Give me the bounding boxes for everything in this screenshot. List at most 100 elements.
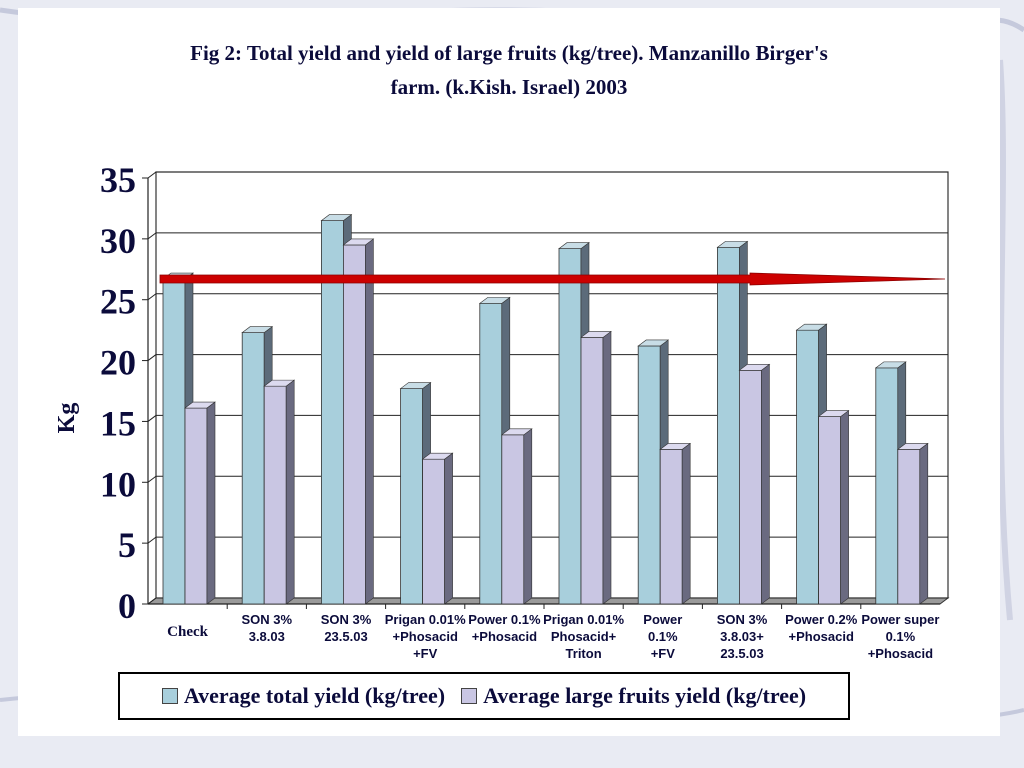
bar-top [421, 452, 454, 460]
bar-top [716, 241, 749, 248]
bar-side [206, 401, 216, 605]
gridline-depth [147, 597, 157, 605]
x-tick-label: 23.5.03 [324, 629, 367, 644]
bar-top [738, 364, 771, 371]
bar-large [421, 452, 454, 605]
bar-front [241, 332, 265, 605]
bar-front [818, 416, 841, 605]
x-tick-label: +Phosacid [393, 629, 458, 644]
bar-large [580, 330, 612, 605]
bar-top [874, 361, 907, 369]
gridline-depth [147, 415, 157, 422]
bar-side [919, 442, 929, 605]
y-tick-label: 30 [100, 221, 136, 261]
bar-top [637, 339, 670, 347]
x-tick-label: Power 0.2% [785, 612, 858, 627]
x-tick-label: 23.5.03 [720, 646, 763, 661]
bar-top [184, 401, 216, 409]
bar-front [422, 458, 446, 605]
bar-large [659, 442, 692, 605]
gridline-depth [147, 171, 157, 179]
x-tick-label: +FV [651, 646, 676, 661]
bar-side [602, 330, 612, 605]
x-tick-label: +FV [413, 646, 438, 661]
y-tick-label: 35 [100, 160, 136, 200]
x-tick-label: Power [643, 612, 682, 627]
bar-large [817, 409, 850, 605]
x-tick-label: +Phosacid [472, 629, 537, 644]
bar-front [637, 345, 661, 605]
x-tick-label: SON 3% [242, 612, 293, 627]
legend-swatch-total [161, 688, 178, 704]
bar-front [400, 388, 424, 605]
reference-arrow [159, 272, 946, 286]
bar-top [817, 410, 850, 417]
bar-front [580, 337, 604, 605]
bar-large [263, 379, 296, 605]
bar-top [320, 214, 353, 221]
bar-front [659, 449, 683, 605]
bar-top [263, 379, 296, 387]
legend-item-large: Average large fruits yield (kg/tree) [461, 683, 806, 709]
legend-item-total: Average total yield (kg/tree) [161, 683, 446, 709]
bar-front [479, 302, 503, 605]
x-tick-label: 0.1% [648, 629, 678, 644]
bar-top [342, 238, 375, 246]
chart-title-line-2: farm. (k.Kish. Israel) 2003 [390, 75, 628, 99]
bar-front [897, 449, 921, 605]
bar-top [478, 297, 511, 304]
gridline-depth [147, 293, 157, 301]
x-tick-label: SON 3% [321, 612, 372, 627]
bar-front [875, 367, 899, 605]
chart-title-line-1: Fig 2: Total yield and yield of large fr… [190, 41, 828, 65]
x-tick-label: Triton [566, 646, 602, 661]
x-tick-label: 3.8.03 [249, 629, 285, 644]
bar-large [342, 238, 375, 605]
bar-front [501, 434, 525, 605]
bar-large [500, 428, 533, 605]
bar-top [580, 331, 612, 338]
legend-label-total: Average total yield (kg/tree) [183, 683, 446, 708]
legend-swatch-large [461, 688, 478, 704]
y-tick-label: 20 [100, 343, 136, 383]
bar-side [523, 428, 533, 605]
bar-side [840, 409, 849, 605]
y-axis-label: Kg [54, 403, 80, 434]
x-tick-label: +Phosacid [868, 646, 933, 661]
bar-top [558, 242, 590, 249]
gridline-depth [147, 475, 157, 483]
bar-front [184, 407, 208, 605]
bar-front [717, 246, 740, 605]
bar-side [444, 452, 453, 605]
bar-side [285, 379, 295, 605]
x-tick-label: 0.1% [886, 629, 916, 644]
bar-front [796, 329, 819, 605]
chart-title: Fig 2: Total yield and yield of large fr… [18, 36, 1000, 104]
bar-top [399, 382, 432, 389]
bar-top [241, 326, 274, 333]
gridline-depth [147, 536, 157, 544]
x-tick-label: +Phosacid [789, 629, 854, 644]
bar-front [162, 278, 186, 605]
bar-side [681, 442, 691, 605]
legend: Average total yield (kg/tree) Average la… [118, 672, 850, 720]
bar-large [738, 363, 771, 605]
x-tick-label: Power 0.1% [468, 612, 541, 627]
y-tick-label: 5 [118, 525, 136, 565]
y-tick-label: 10 [100, 464, 136, 504]
x-tick-label: SON 3% [717, 612, 768, 627]
bar-top [500, 428, 533, 436]
x-tick-label: Prigan 0.01% [385, 612, 466, 627]
bar-top [896, 443, 929, 450]
bar-top [659, 443, 692, 450]
gridline-depth [147, 354, 157, 361]
legend-label-large: Average large fruits yield (kg/tree) [483, 683, 807, 708]
bar-top [795, 323, 828, 331]
bar-large [184, 401, 216, 605]
bar-large [896, 442, 929, 605]
bar-front [558, 248, 582, 605]
bar-front [739, 369, 762, 605]
x-tick-label: Prigan 0.01% [543, 612, 624, 627]
y-tick-label: 0 [118, 586, 136, 626]
